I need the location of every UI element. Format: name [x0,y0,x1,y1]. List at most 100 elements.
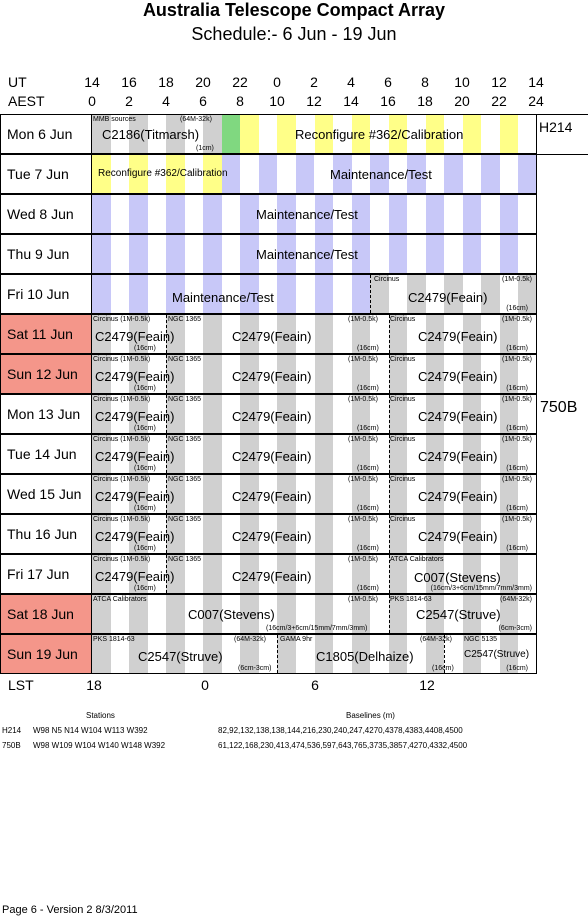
block-project: C2479(Feain) [232,449,312,464]
schedule-cell[interactable]: Maintenance/Test [92,194,537,234]
day-label: Tue 14 Jun [7,446,77,462]
config-h214-label: H214 [539,119,573,135]
schedule-band [129,195,148,233]
block-project: C2479(Feain) [418,369,498,384]
schedule-cell[interactable]: MMB sources (64M-32k) C2186(Titmarsh) (1cm)… [92,114,537,154]
schedule-band [129,235,148,273]
block-band: (16cm/3+6cm/15mm/7mm/3mm) [430,585,532,592]
lst-tick: 18 [86,677,102,693]
schedule-band [277,195,296,233]
block-correlator: (1M-0.5k) [502,516,532,523]
schedule-cell[interactable]: PKS 1814-63 (64M-32k) C2547(Struve) (6cm-3c… [92,634,537,674]
schedule-band [425,315,445,353]
schedule-band [166,635,185,673]
block-project: C2479(Feain) [95,569,175,584]
schedule-band [351,235,371,273]
schedule-band [370,155,389,193]
schedule-band [388,235,408,273]
schedule-band [240,635,259,673]
block-band: (16cm) [357,545,379,552]
day-row: Thu 16 Jun Circinus (1M-0.5k) C2479(Feain)… [0,514,537,554]
schedule-band [129,355,148,393]
schedule-band [240,475,259,513]
block-source: ATCA Calibrators [390,556,444,563]
block-project: C2479(Feain) [418,329,498,344]
block-band: (16cm) [134,585,156,592]
schedule-band [351,195,371,233]
schedule-band [444,275,463,313]
schedule-band [240,315,259,353]
block-project: C2479(Feain) [232,409,312,424]
schedule-band [129,435,148,473]
schedule-band [166,475,185,513]
block-band: (16cm) [134,505,156,512]
block-project: C2479(Feain) [232,489,312,504]
block-correlator: (1M-0.5k) [348,596,378,603]
block-source: NGC 1365 [168,476,202,483]
schedule-band [166,275,185,313]
schedule-band [388,555,408,593]
schedule-band [203,195,222,233]
block-source: Circinus (1M-0.5k) [93,436,151,443]
aest-label: AEST [8,93,45,109]
schedule-cell[interactable]: Circinus (1M-0.5k) C2479(Feain) (16cm) NGC … [92,354,537,394]
schedule-band [129,595,148,633]
schedule-cell[interactable]: Maintenance/Test Circinus (1M-0.5k) C2479(F… [92,274,537,314]
schedule-cell[interactable]: Circinus (1M-0.5k) C2479(Feain) (16cm) NGC … [92,314,537,354]
aest-tick: 16 [380,93,396,109]
schedule-cell[interactable]: Reconfigure #362/Calibration Maintenance/… [92,154,537,194]
ut-tick: 4 [347,74,355,90]
schedule-band [314,595,334,633]
config-750b-cell: 750B [537,154,588,672]
schedule-cell[interactable]: Circinus (1M-0.5k) C2479(Feain) (16cm) NGC … [92,434,537,474]
block-band: (16cm) [506,345,528,352]
schedule-band [240,195,259,233]
schedule-band [277,235,296,273]
schedule-cell[interactable]: Maintenance/Test [92,234,537,274]
block-band: (16cm) [357,505,379,512]
block-band: (16cm) [506,465,528,472]
schedule-cell[interactable]: Circinus (1M-0.5k) C2479(Feain) (16cm) NGC … [92,474,537,514]
schedule-cell[interactable]: ATCA Calibrators (1M-0.5k) C007(Stevens) (1… [92,594,537,634]
schedule-band [481,155,500,193]
block-source: Circinus (1M-0.5k) [93,516,151,523]
schedule-band [203,235,222,273]
schedule-cell[interactable]: Circinus (1M-0.5k) C2479(Feain) (16cm) NGC … [92,554,537,594]
block-correlator: (1M-0.5k) [502,396,532,403]
schedule-band [462,515,482,553]
schedule-band [499,635,519,673]
schedule-band [92,635,111,673]
schedule-band [388,475,408,513]
day-label: Sun 19 Jun [7,646,78,662]
schedule-band [351,315,371,353]
aest-tick: 22 [491,93,507,109]
schedule-band [277,515,296,553]
ut-tick: 20 [195,74,211,90]
schedule-cell[interactable]: Circinus (1M-0.5k) C2479(Feain) (16cm) NGC … [92,514,537,554]
schedule-band [92,155,111,193]
schedule-band [92,555,111,593]
block-band: (16cm) [506,385,528,392]
block-boundary [388,315,390,353]
day-label: Thu 9 Jun [7,246,70,262]
day-cell: Sun 19 Jun [0,634,92,674]
page-subtitle: Schedule:- 6 Jun - 19 Jun [191,24,397,44]
schedule-band [203,275,222,313]
schedule-band [166,355,185,393]
schedule-band [314,195,334,233]
block-project: C2479(Feain) [232,329,312,344]
block-source: Circinus (1M-0.5k) [93,556,151,563]
schedule-cell[interactable]: Circinus (1M-0.5k) C2479(Feain) (16cm) NGC … [92,394,537,434]
block-band: (16cm) [134,545,156,552]
ut-tick: 10 [454,74,470,90]
schedule-band [277,475,296,513]
page-title: Australia Telescope Compact Array [142,0,446,20]
block-correlator: (1M-0.5k) [502,316,532,323]
day-label: Mon 13 Jun [7,406,81,422]
schedule-band [92,275,111,313]
schedule-band [92,115,111,153]
lst-tick: 12 [419,677,435,693]
day-cell: Mon 6 Jun [0,114,92,154]
schedule-band [277,635,296,673]
schedule-band [351,555,371,593]
